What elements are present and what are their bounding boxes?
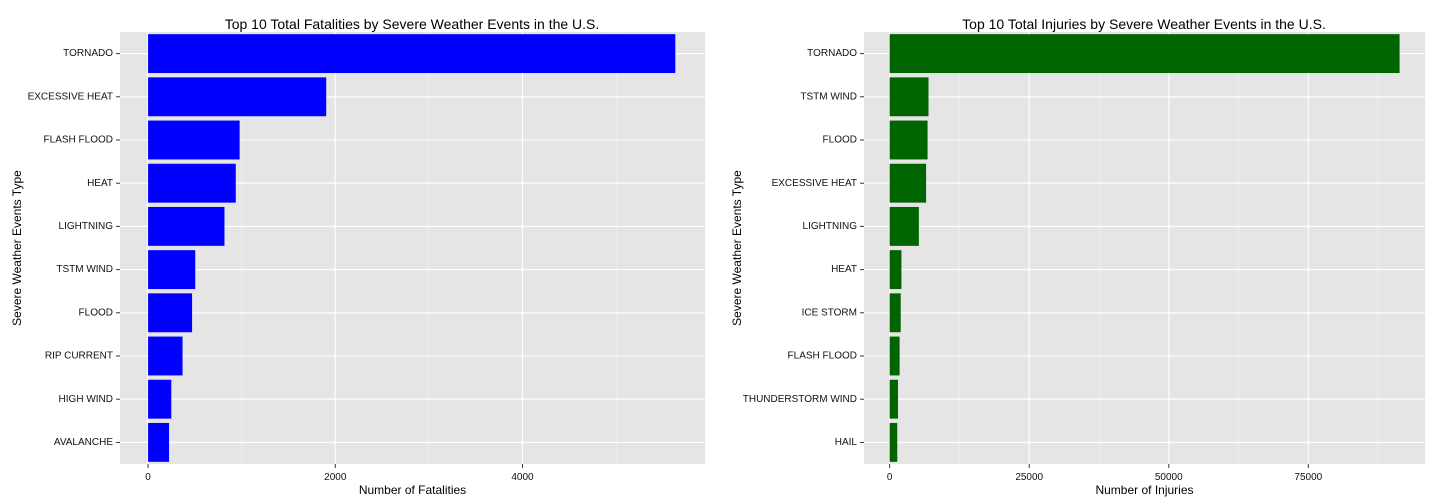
x-tick-label: 0 (887, 472, 893, 483)
y-tick-label: TORNADO (63, 48, 113, 59)
y-tick-label: FLASH FLOOD (44, 135, 113, 146)
bar-thunderstorm-wind (889, 379, 898, 419)
x-axis-title: Number of Injuries (1095, 483, 1193, 497)
bar-rip-current (148, 336, 183, 376)
y-tick-label: FLOOD (823, 135, 857, 146)
bar-excessive-heat (889, 163, 927, 203)
bar-heat (889, 250, 902, 290)
x-tick-label: 0 (145, 472, 151, 483)
y-tick-label: LIGHTNING (803, 221, 858, 232)
x-axis-title: Number of Fatalities (359, 483, 466, 497)
bar-avalanche (148, 422, 170, 462)
y-tick-label: HIGH WIND (59, 394, 113, 405)
bar-hail (889, 422, 898, 462)
bar-flood (889, 120, 928, 160)
bar-excessive-heat (148, 77, 327, 117)
chart-title: Top 10 Total Fatalities by Severe Weathe… (225, 16, 600, 32)
y-tick-label: TORNADO (807, 48, 857, 59)
y-tick-label: EXCESSIVE HEAT (772, 178, 857, 189)
y-tick-label: ICE STORM (802, 307, 857, 318)
y-tick-label: THUNDERSTORM WIND (743, 394, 857, 405)
bar-tstm-wind (148, 250, 196, 290)
y-tick-label: FLOOD (79, 307, 113, 318)
bar-ice-storm (889, 293, 901, 333)
y-tick-label: FLASH FLOOD (788, 351, 857, 362)
chart-title: Top 10 Total Injuries by Severe Weather … (962, 16, 1326, 32)
bar-flash-flood (148, 120, 240, 160)
y-tick-label: LIGHTNING (59, 221, 114, 232)
x-tick-label: 50000 (1155, 472, 1183, 483)
bar-lightning (889, 206, 919, 246)
y-tick-label: TSTM WIND (56, 264, 113, 275)
y-axis-title: Severe Weather Events Type (10, 170, 24, 326)
y-tick-label: EXCESSIVE HEAT (28, 91, 113, 102)
bar-high-wind (148, 379, 172, 419)
bar-flash-flood (889, 336, 900, 376)
x-tick-label: 75000 (1294, 472, 1322, 483)
x-tick-label: 2000 (324, 472, 347, 483)
y-tick-label: TSTM WIND (800, 91, 857, 102)
bar-heat (148, 163, 236, 203)
bar-tornado (889, 34, 1400, 74)
x-tick-label: 25000 (1015, 472, 1043, 483)
y-tick-label: HEAT (831, 264, 857, 275)
x-tick-label: 4000 (511, 472, 534, 483)
panel-background-2 (864, 32, 1425, 464)
y-tick-label: HEAT (87, 178, 113, 189)
bar-tornado (148, 34, 676, 74)
y-tick-label: AVALANCHE (54, 437, 113, 448)
bar-tstm-wind (889, 77, 929, 117)
y-tick-label: RIP CURRENT (45, 351, 113, 362)
y-tick-label: HAIL (835, 437, 858, 448)
y-axis-title: Severe Weather Events Type (730, 170, 744, 326)
bar-flood (148, 293, 193, 333)
bar-lightning (148, 206, 225, 246)
